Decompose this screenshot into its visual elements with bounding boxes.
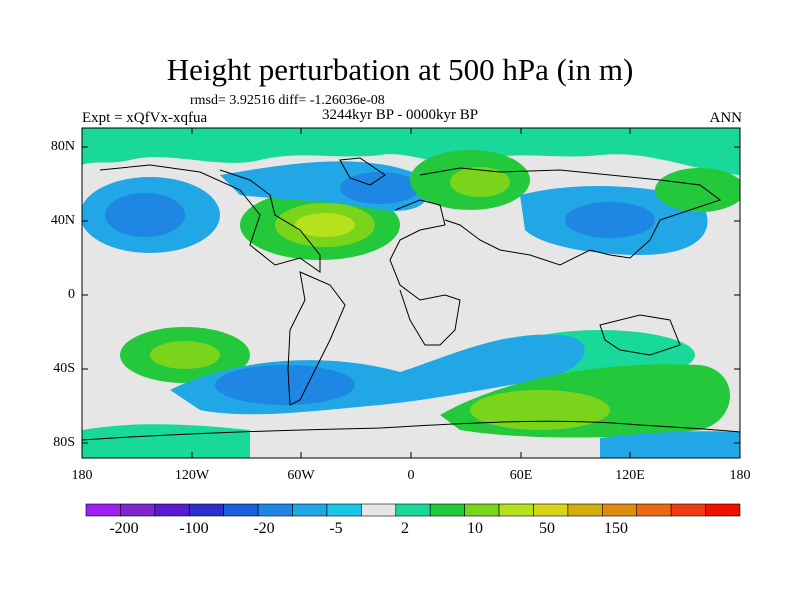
experiment-label: Expt = xQfVx-xqfua bbox=[82, 110, 208, 126]
season-label: ANN bbox=[709, 110, 743, 126]
coastlines bbox=[82, 157, 740, 441]
colorbar-swatch bbox=[223, 503, 259, 517]
lat-label-0: 0 bbox=[68, 287, 75, 302]
lon-label-180w: 180 bbox=[71, 468, 93, 483]
colorbar-label: -100 bbox=[179, 520, 209, 537]
colorbar-swatch bbox=[636, 503, 672, 517]
colorbar-swatch bbox=[292, 503, 328, 517]
colorbar-label: 10 bbox=[467, 520, 483, 537]
colorbar-swatch bbox=[395, 503, 431, 517]
lon-label-60e: 60E bbox=[509, 468, 533, 483]
colorbar-label: 150 bbox=[604, 520, 628, 537]
colorbar-label: -20 bbox=[253, 520, 275, 537]
colorbar-swatch bbox=[361, 503, 397, 517]
colorbar-swatch bbox=[154, 503, 190, 517]
colorbar-swatch bbox=[120, 503, 156, 517]
colorbar-label: -5 bbox=[329, 520, 343, 537]
lat-label-80n: 80N bbox=[50, 139, 75, 154]
lon-label-180e: 180 bbox=[729, 468, 751, 483]
colorbar-swatch bbox=[498, 503, 534, 517]
colorbar-swatch bbox=[567, 503, 603, 517]
lon-label-60w: 60W bbox=[287, 468, 315, 483]
colorbar-swatch bbox=[257, 503, 293, 517]
period-label: 3244kyr BP - 0000kyr BP bbox=[322, 107, 479, 123]
lat-label-80s: 80S bbox=[53, 435, 75, 450]
lon-label-120e: 120E bbox=[615, 468, 645, 483]
map-title: Height perturbation at 500 hPa (in m) bbox=[166, 52, 634, 87]
colorbar-swatch bbox=[188, 503, 224, 517]
colorbar-swatch bbox=[464, 503, 500, 517]
lon-label-120w: 120W bbox=[174, 468, 210, 483]
lat-label-40s: 40S bbox=[53, 361, 75, 376]
colorbar bbox=[85, 503, 741, 517]
colorbar-label: 50 bbox=[539, 520, 555, 537]
axis-ticks bbox=[81, 128, 741, 458]
colorbar-swatch bbox=[705, 503, 741, 517]
contour-field bbox=[82, 128, 740, 458]
colorbar-swatch bbox=[602, 503, 638, 517]
colorbar-swatch bbox=[85, 503, 121, 517]
stats-line: rmsd= 3.92516 diff= -1.26036e-08 bbox=[190, 93, 385, 108]
colorbar-swatch bbox=[670, 503, 706, 517]
colorbar-swatch bbox=[326, 503, 362, 517]
colorbar-swatch bbox=[533, 503, 569, 517]
colorbar-label: 2 bbox=[401, 520, 409, 537]
colorbar-swatch bbox=[429, 503, 465, 517]
lon-label-0: 0 bbox=[407, 468, 415, 483]
lat-label-40n: 40N bbox=[50, 213, 75, 228]
colorbar-label: -200 bbox=[109, 520, 139, 537]
